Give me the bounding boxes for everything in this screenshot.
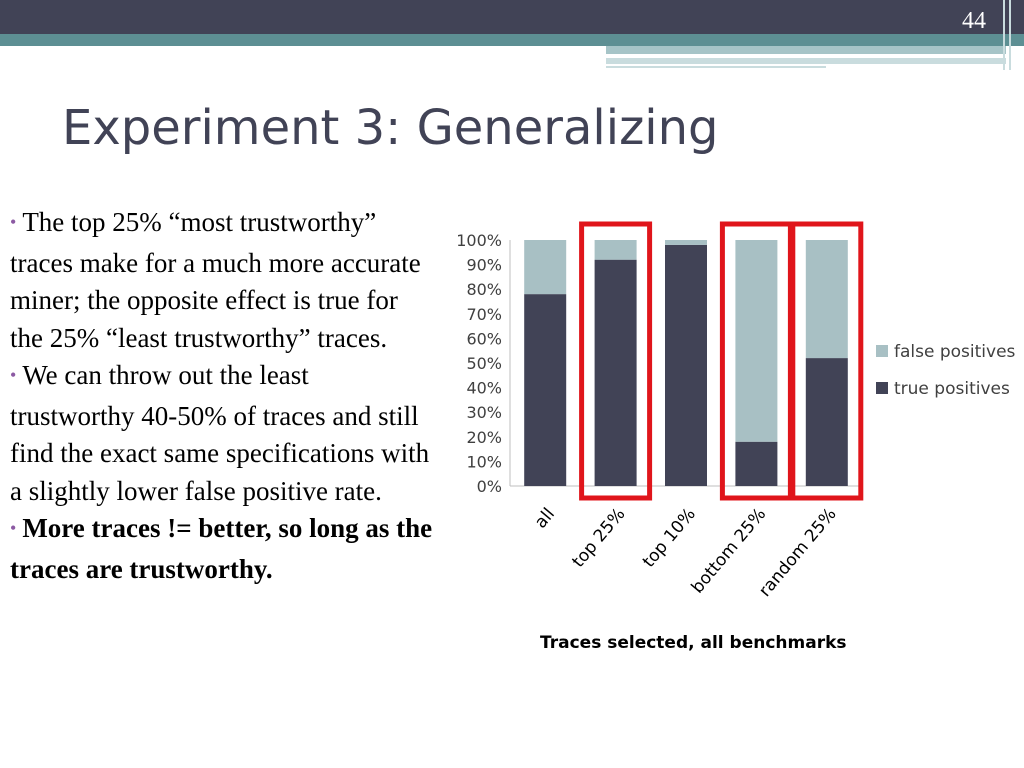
legend-swatch xyxy=(876,345,888,357)
bar-segment-false-positives xyxy=(665,240,707,245)
bullet-item: • We can throw out the least trustworthy … xyxy=(10,357,435,510)
bullet-text: The top 25% “most trustworthy” traces ma… xyxy=(10,207,421,353)
y-tick-label: 90% xyxy=(466,256,502,275)
y-tick-label: 20% xyxy=(466,428,502,447)
bar-segment-false-positives xyxy=(524,240,567,295)
bar-segment-true-positives xyxy=(735,441,778,486)
highlight-box xyxy=(579,221,653,501)
bar-segment-true-positives xyxy=(805,358,848,486)
y-tick-label: 30% xyxy=(466,403,502,422)
y-tick-label: 50% xyxy=(466,354,502,373)
header-stripe-light xyxy=(606,46,1006,54)
bar-segment-true-positives xyxy=(524,294,567,486)
header-stripe-light-2 xyxy=(606,58,1006,64)
bar-segment-false-positives xyxy=(594,240,637,260)
x-tick-label: top 10% xyxy=(639,504,700,571)
bullet-item: • More traces != better, so long as the t… xyxy=(10,510,435,588)
legend-swatch xyxy=(876,382,888,394)
bar-segment-false-positives xyxy=(735,240,778,442)
header-vertical-line-2 xyxy=(1009,0,1011,70)
bullet-icon: • xyxy=(10,518,17,538)
bullet-icon: • xyxy=(10,212,17,232)
slide-title: Experiment 3: Generalizing xyxy=(62,100,719,156)
bullet-icon: • xyxy=(10,365,17,385)
bar-segment-true-positives xyxy=(665,244,707,486)
x-tick-label: all xyxy=(531,504,559,532)
header-stripe-line xyxy=(606,66,826,68)
y-tick-label: 60% xyxy=(466,329,502,348)
y-tick-label: 70% xyxy=(466,305,502,324)
legend-label: true positives xyxy=(894,379,1010,399)
x-tick-label: top 25% xyxy=(568,504,629,571)
header-vertical-line xyxy=(1003,0,1005,70)
bar-segment-false-positives xyxy=(805,240,848,359)
y-tick-label: 80% xyxy=(466,280,502,299)
header-stripe xyxy=(0,34,1024,46)
slide-header-bar xyxy=(0,0,1024,34)
y-tick-label: 10% xyxy=(466,452,502,471)
y-tick-label: 100% xyxy=(456,231,502,250)
stacked-bar-chart: 0% 10% 20% 30% 40% 50% 60% 70% 80% 90% 100% all top … xyxy=(456,221,1016,653)
bullet-text-bold: More traces != better, so long as the tr… xyxy=(10,513,433,584)
slide-number: 44 xyxy=(962,8,986,34)
legend-label: false positives xyxy=(894,342,1016,362)
y-tick-label: 0% xyxy=(477,477,502,496)
highlight-box xyxy=(790,221,864,501)
bar-segment-true-positives xyxy=(594,259,637,486)
bullet-item: • The top 25% “most trustworthy” traces m… xyxy=(10,204,435,357)
y-tick-label: 40% xyxy=(466,379,502,398)
bullet-list: • The top 25% “most trustworthy” traces m… xyxy=(10,204,435,588)
bullet-text: We can throw out the least trustworthy 4… xyxy=(10,360,430,506)
x-axis-title: Traces selected, all benchmarks xyxy=(540,633,847,653)
